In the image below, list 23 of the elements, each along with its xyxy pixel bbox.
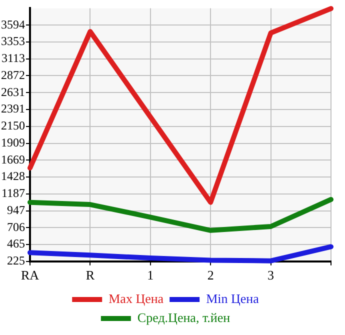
y-tick-label: 706 bbox=[7, 220, 25, 234]
x-tick-label: R bbox=[86, 268, 95, 283]
y-tick-label: 1187 bbox=[1, 186, 25, 200]
legend-label: Min Цена bbox=[206, 290, 260, 306]
y-tick-label: 1909 bbox=[1, 135, 25, 150]
y-tick-label: 947 bbox=[7, 202, 25, 217]
y-tick-label: 2872 bbox=[1, 68, 25, 82]
y-tick-label: 2150 bbox=[1, 118, 25, 133]
x-tick-label: RA bbox=[20, 268, 40, 283]
x-tick-label: 1 bbox=[147, 268, 154, 283]
y-tick-label: 225 bbox=[7, 254, 25, 268]
y-tick-label: 1669 bbox=[1, 152, 25, 166]
y-tick-label: 1428 bbox=[1, 169, 25, 184]
legend-label: Сред.Цена, т.йен bbox=[137, 310, 230, 325]
y-tick-label: 2391 bbox=[1, 102, 25, 116]
x-tick-label: 3 bbox=[268, 268, 274, 283]
y-tick-label: 2631 bbox=[1, 84, 25, 99]
y-tick-label: 3594 bbox=[1, 17, 25, 32]
y-tick-label: 465 bbox=[7, 236, 25, 251]
y-tick-label: 3353 bbox=[1, 34, 25, 48]
y-tick-label: 3113 bbox=[1, 50, 25, 65]
x-tick-label: 2 bbox=[207, 268, 214, 283]
legend-label: Max Цена bbox=[108, 290, 164, 306]
